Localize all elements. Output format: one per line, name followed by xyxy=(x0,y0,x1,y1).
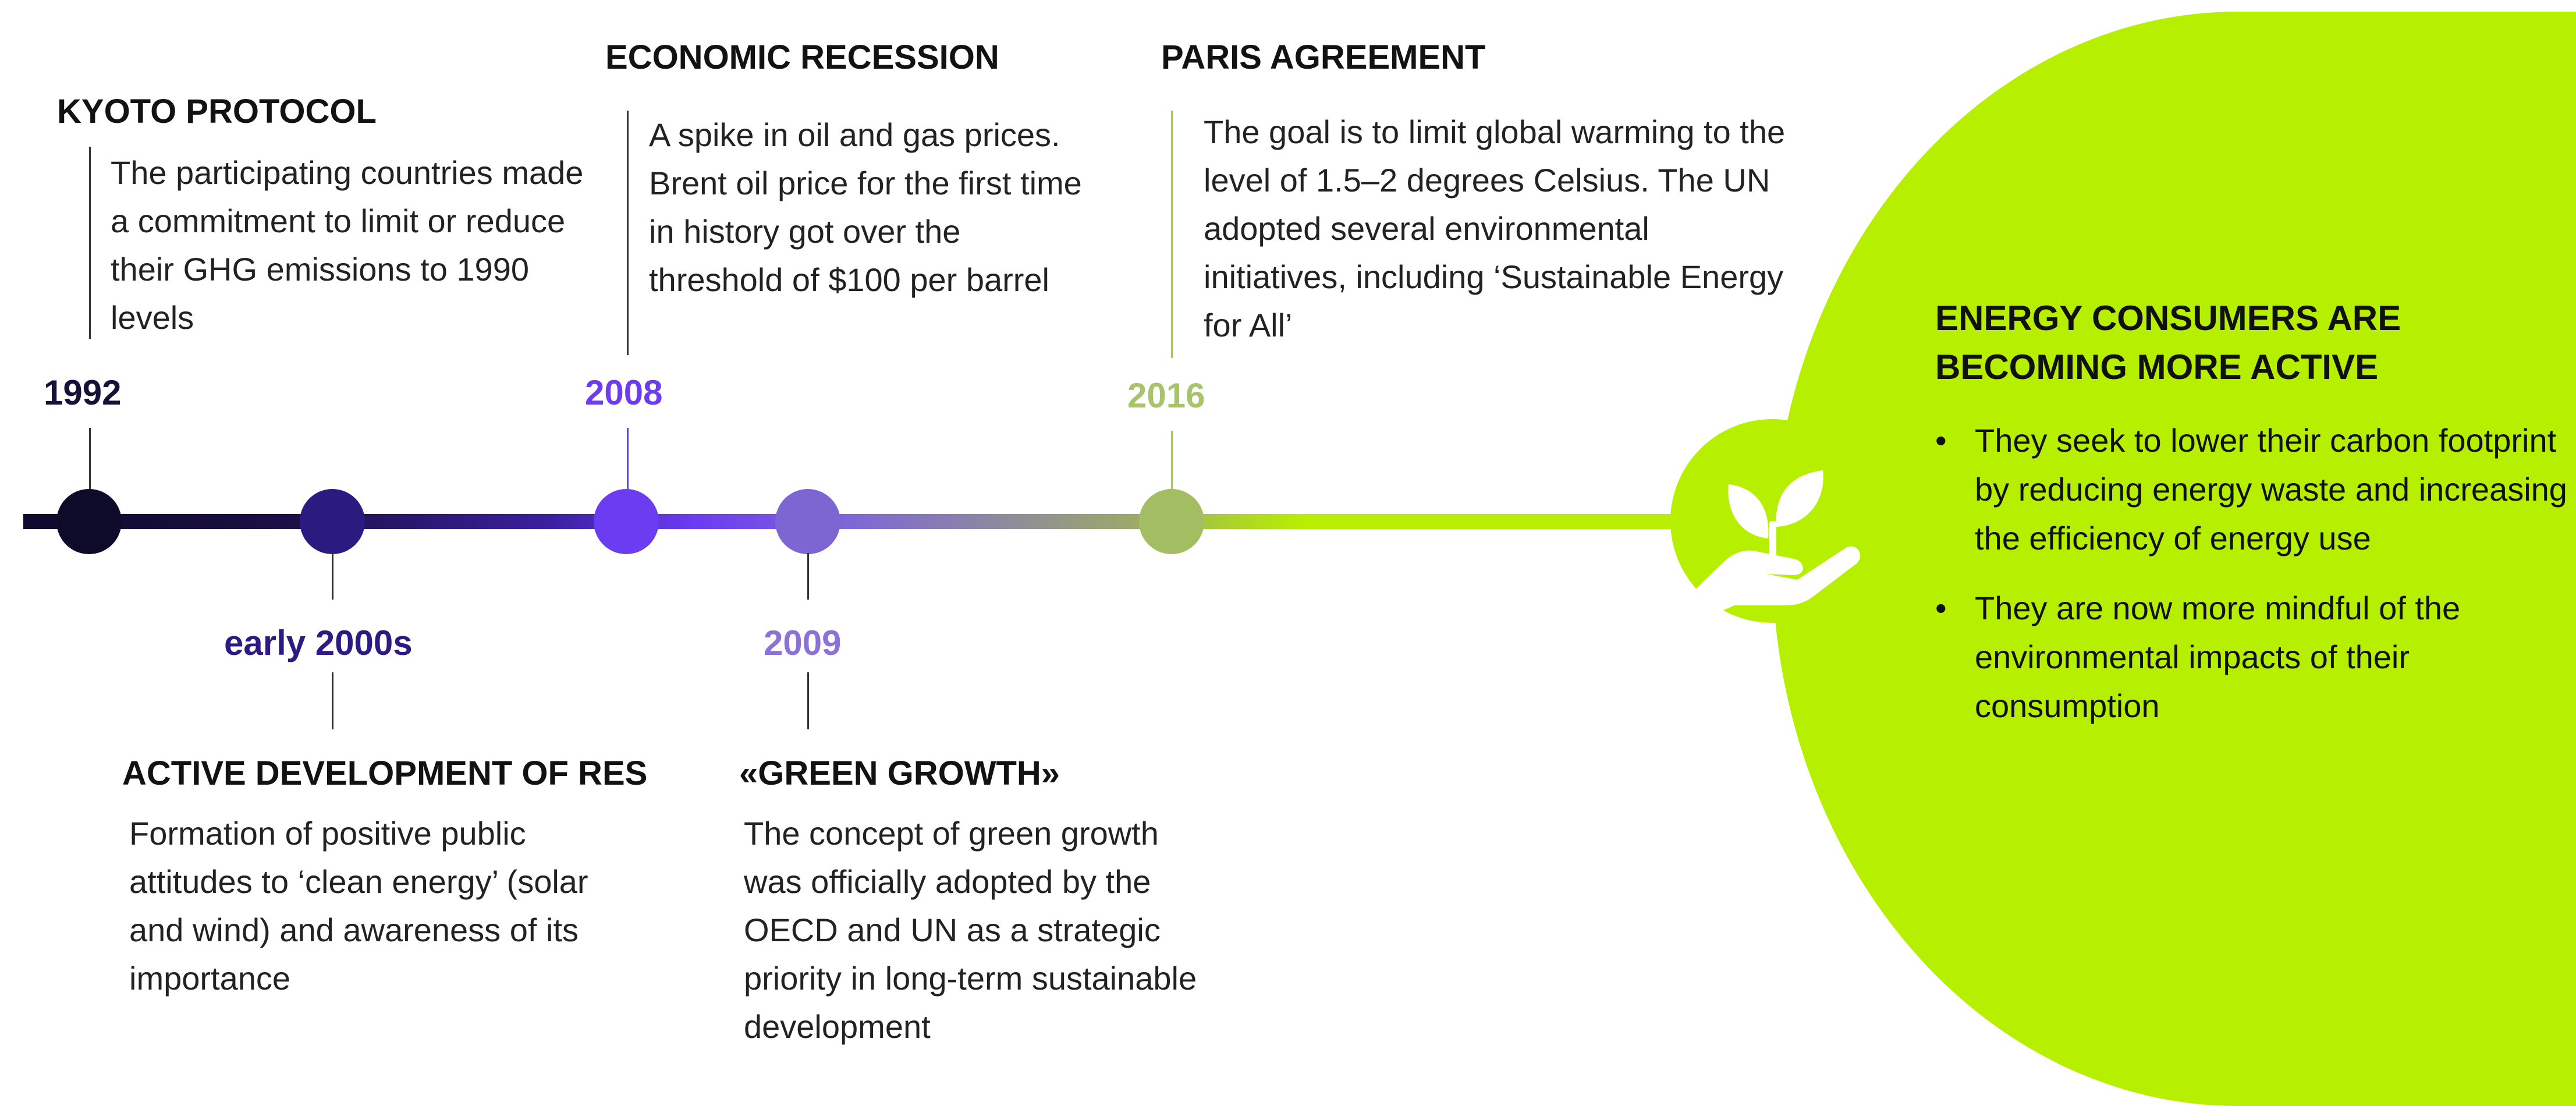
conclusion-bullet: • They are now more mindful of the enviro… xyxy=(1935,584,2570,731)
event-desc-green: The concept of green growth was official… xyxy=(744,815,1197,1045)
event-title-res: ACTIVE DEVELOPMENT OF RES xyxy=(122,754,648,792)
connector-green xyxy=(807,672,809,729)
event-year-res: early 2000s xyxy=(224,623,413,662)
event-desc-recession: A spike in oil and gas prices. Brent oil… xyxy=(649,116,1082,298)
timeline-line xyxy=(23,514,1699,529)
connector-res-upper xyxy=(332,553,333,600)
conclusion-bullet: • They seek to lower their carbon footpri… xyxy=(1935,416,2570,563)
conclusion-title: ENERGY CONSUMERS ARE BECOMING MORE ACTIV… xyxy=(1935,299,2401,387)
connector-kyoto-lower xyxy=(89,428,91,492)
event-title-green: «GREEN GROWTH» xyxy=(739,754,1060,792)
plant-in-hand-icon xyxy=(1670,419,1874,623)
timeline-node-paris xyxy=(1139,489,1204,554)
event-title-recession: ECONOMIC RECESSION xyxy=(605,38,999,76)
timeline-node-res xyxy=(300,489,365,554)
event-year-kyoto: 1992 xyxy=(44,373,122,412)
event-year-green: 2009 xyxy=(764,623,842,662)
connector-res xyxy=(332,672,333,729)
conclusion-panel xyxy=(1772,12,2576,1106)
event-title-paris: PARIS AGREEMENT xyxy=(1161,38,1486,76)
event-title-kyoto: KYOTO PROTOCOL xyxy=(57,93,377,130)
event-desc-res: Formation of positive public attitudes t… xyxy=(129,815,588,997)
event-desc-kyoto: The participating countries made a commi… xyxy=(111,154,584,336)
timeline-node-kyoto xyxy=(56,489,122,554)
timeline-node-recession xyxy=(594,489,659,554)
connector-green-upper xyxy=(807,553,809,600)
conclusion-bullet-list: • They seek to lower their carbon footpri… xyxy=(1935,416,2570,751)
connector-paris xyxy=(1171,111,1173,358)
bullet-dot: • xyxy=(1935,422,1947,459)
connector-kyoto xyxy=(89,147,91,339)
bullet-dot: • xyxy=(1935,590,1947,626)
event-year-recession: 2008 xyxy=(585,373,663,412)
connector-recession-lower xyxy=(627,428,629,492)
timeline-node-green xyxy=(775,489,840,554)
connector-paris-lower xyxy=(1171,431,1173,492)
connector-recession xyxy=(627,111,629,355)
event-year-paris: 2016 xyxy=(1127,376,1205,415)
event-desc-paris: The goal is to limit global warming to t… xyxy=(1204,114,1786,343)
